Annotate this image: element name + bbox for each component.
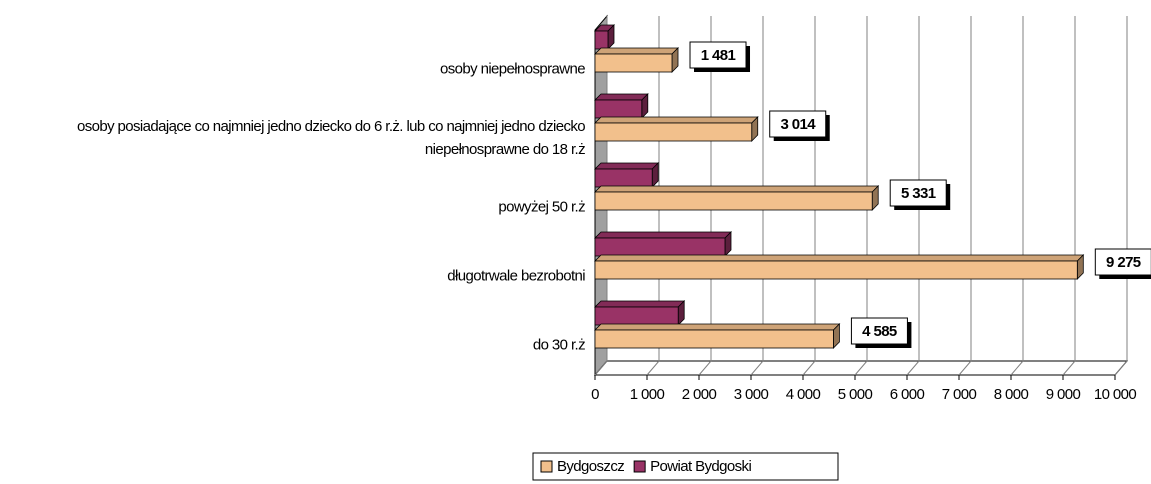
floor-grid-line	[594, 360, 608, 376]
bar-front	[594, 168, 653, 188]
bar	[594, 93, 649, 119]
bar-top	[594, 254, 1085, 262]
value-label: 3 014	[780, 116, 816, 133]
floor-grid-line	[906, 360, 920, 376]
category-label: długotrwale bezrobotni	[447, 267, 585, 284]
value-label: 4 585	[862, 323, 897, 340]
category-label: osoby niepełnosprawne	[439, 60, 586, 77]
floor-grid-line	[750, 360, 764, 376]
bar-top	[594, 116, 759, 124]
bar-top	[594, 300, 686, 308]
legend-box	[532, 452, 839, 481]
bar-top	[594, 47, 679, 55]
bar	[594, 24, 615, 50]
bar-top	[594, 323, 841, 331]
bar-front	[594, 53, 673, 73]
x-tick-label: 3 000	[734, 386, 769, 403]
legend-swatch	[540, 460, 553, 473]
value-label: 5 331	[901, 185, 936, 202]
bar	[594, 231, 732, 257]
floor-grid-line	[854, 360, 868, 376]
floor-grid-line	[802, 360, 816, 376]
category-label: osoby posiadające co najmniej jedno dzie…	[76, 117, 586, 158]
value-label-box	[889, 179, 947, 207]
bar	[594, 116, 759, 142]
x-tick-label: 6 000	[890, 386, 925, 403]
floor-grid-line	[958, 360, 972, 376]
x-tick-label: 5 000	[838, 386, 873, 403]
x-tick-label: 4 000	[786, 386, 821, 403]
x-tick-label: 7 000	[942, 386, 977, 403]
value-label-box	[850, 317, 908, 345]
bar-top	[594, 162, 660, 170]
bar	[594, 300, 686, 326]
bar-front	[594, 260, 1078, 280]
x-tick-label: 8 000	[994, 386, 1029, 403]
floor-grid-line	[1062, 360, 1076, 376]
legend-swatch	[633, 460, 646, 473]
legend-label: Bydgoszcz	[557, 458, 624, 475]
floor-grid-line	[646, 360, 660, 376]
bar-front	[594, 329, 834, 349]
floor-grid-line	[698, 360, 712, 376]
value-label: 1 481	[701, 47, 736, 64]
bar-front	[594, 122, 753, 142]
category-label: powyżej 50 r.ż	[498, 198, 585, 215]
x-tick-label: 10 000	[1094, 386, 1137, 403]
x-tick-label: 2 000	[682, 386, 717, 403]
bar	[594, 254, 1085, 280]
value-label: 9 275	[1106, 254, 1141, 271]
x-tick-label: 0	[591, 386, 599, 403]
bar-front	[594, 30, 609, 50]
bar	[594, 323, 841, 349]
legend-label: Powiat Bydgoski	[650, 458, 751, 475]
bar-top	[594, 93, 649, 101]
bar-front	[594, 306, 679, 326]
floor-grid-line	[1114, 360, 1128, 376]
bar	[594, 185, 880, 211]
value-label-box	[689, 41, 747, 69]
value-label-box	[769, 110, 827, 138]
x-tick-label: 9 000	[1046, 386, 1081, 403]
bar-front	[594, 99, 643, 119]
bar-top	[594, 231, 732, 239]
x-tick-label: 1 000	[630, 386, 665, 403]
bar-front	[594, 237, 726, 257]
bar-front	[594, 191, 873, 211]
bar	[594, 162, 660, 188]
bar	[594, 47, 679, 73]
category-label: do 30 r.ż	[532, 336, 586, 353]
value-label-box	[1094, 248, 1151, 276]
bar-top	[594, 185, 880, 193]
floor-grid-line	[1010, 360, 1024, 376]
